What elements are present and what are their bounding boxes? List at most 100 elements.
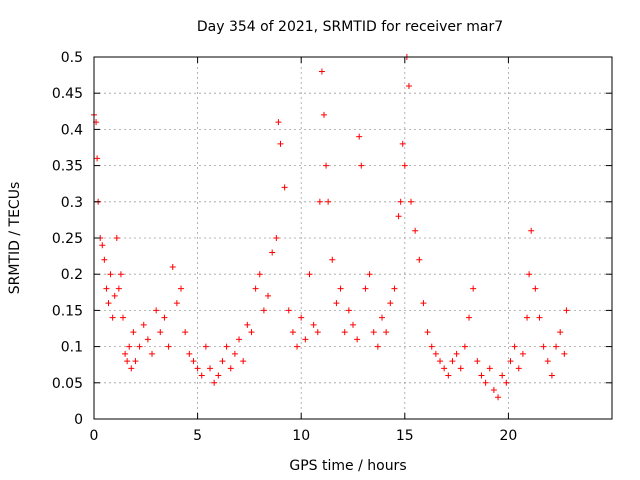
data-point [515,365,522,372]
data-point [273,235,280,241]
data-markers [91,54,570,401]
data-point [136,343,143,350]
data-point [182,329,189,336]
data-point [198,372,205,379]
y-tick-label: 0 [74,412,83,428]
data-point [275,119,282,126]
data-point [387,300,394,307]
data-point [310,321,317,328]
x-tick-label: 0 [90,428,99,444]
data-point [219,358,226,365]
data-point [316,198,323,205]
data-point [207,365,214,372]
data-point [323,162,330,169]
grid [94,57,612,419]
x-axis-label: GPS time / hours [289,458,406,474]
data-point [194,365,201,372]
data-point [408,198,415,205]
data-point [495,394,502,401]
data-point [507,358,514,365]
data-point [132,358,139,365]
y-tick-label: 0.45 [52,86,83,102]
y-tick-label: 0.4 [61,122,83,138]
data-point [524,314,531,321]
data-point [318,68,325,75]
data-point [227,365,234,372]
data-point [165,343,172,350]
data-point [350,321,356,328]
y-tick-labels: 0 0.05 0.1 0.15 0.2 0.25 0.3 0.35 0.4 0.45 0.5 [52,50,83,428]
data-point [553,343,560,350]
data-point [526,271,533,278]
data-point [333,300,340,307]
data-point [130,329,137,336]
data-point [144,336,151,343]
data-point [173,300,180,307]
data-point [532,285,539,292]
data-point [416,256,423,263]
data-point [111,292,118,299]
data-point [420,300,427,307]
data-point [320,111,327,118]
data-point [157,329,164,336]
data-point [470,285,477,292]
data-point [399,140,406,147]
data-point [149,350,156,357]
data-point [128,365,135,372]
data-point [202,343,209,350]
data-point [240,358,247,365]
data-point [354,336,361,343]
data-point [424,329,431,336]
data-point [140,321,147,328]
data-point [482,379,489,386]
data-point [109,314,116,321]
data-point [383,329,390,336]
data-point [466,314,473,321]
data-point [397,198,404,205]
data-point [391,285,398,292]
data-point [329,256,336,263]
data-point [449,358,456,365]
data-point [223,343,230,350]
y-tick-label: 0.25 [52,231,83,247]
data-point [528,227,535,234]
data-point [281,184,288,191]
data-point [153,307,160,314]
data-point [401,162,408,169]
data-point [277,140,284,147]
data-point [99,242,106,249]
y-axis-label: SRMTID / TECUs [7,182,23,295]
data-point [265,292,272,299]
data-point [374,343,381,350]
data-point [478,372,485,379]
data-point [486,365,493,372]
data-point [244,321,251,328]
x-tick-label: 20 [499,428,517,444]
data-point [190,358,197,365]
data-point [256,271,263,278]
data-point [412,227,419,234]
data-point [453,350,460,357]
data-point [395,213,402,220]
data-point [544,358,551,365]
data-point [236,336,243,343]
data-point [161,314,168,321]
data-point [557,329,564,336]
data-point [289,329,296,336]
data-point [445,372,452,379]
data-point [298,314,305,321]
y-tick-label: 0.35 [52,159,83,175]
data-point [126,343,133,350]
data-point [461,343,468,350]
data-point [519,350,526,357]
data-point [269,249,276,256]
data-point [248,329,255,336]
data-point [563,307,570,314]
data-point [294,343,301,350]
data-point [358,162,365,169]
data-point [432,350,439,357]
tick-marks [93,56,612,420]
data-point [405,82,412,89]
chart-title: Day 354 of 2021, SRMTID for receiver mar… [197,19,503,35]
